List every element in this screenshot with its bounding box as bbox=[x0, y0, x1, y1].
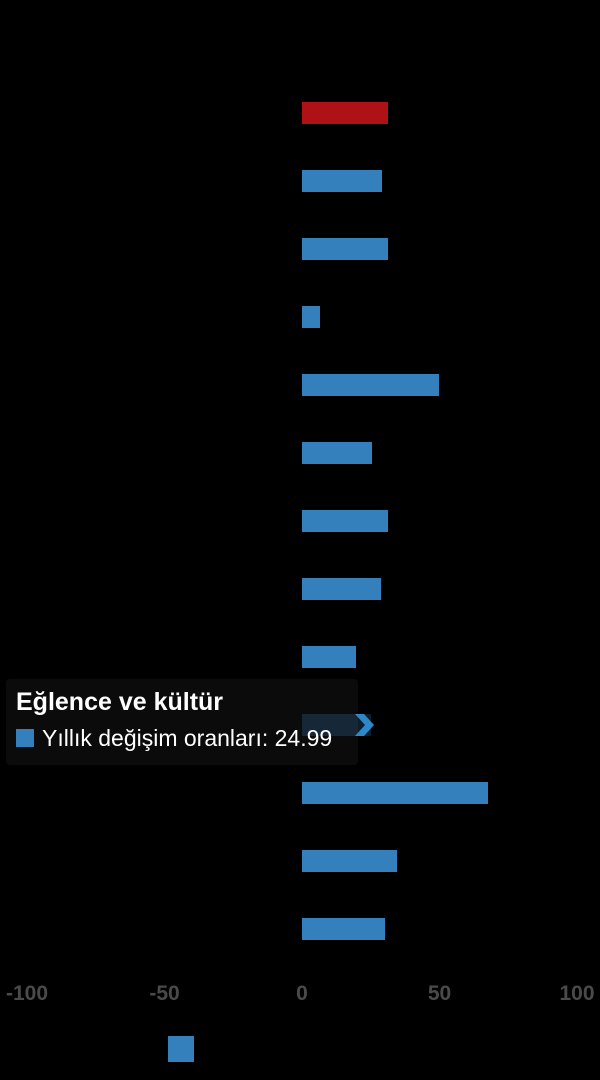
bar[interactable] bbox=[302, 510, 389, 532]
bar[interactable] bbox=[302, 646, 356, 668]
x-axis-tick-label: 100 bbox=[559, 982, 595, 1005]
x-axis-tick-label: 50 bbox=[427, 982, 452, 1005]
tooltip-text: Yıllık değişim oranları: 24.99 bbox=[42, 725, 333, 751]
tooltip: Eğlence ve kültür Yıllık değişim oranlar… bbox=[6, 679, 358, 765]
bar-highlighted[interactable] bbox=[302, 714, 374, 736]
bar[interactable] bbox=[302, 578, 381, 600]
bar[interactable] bbox=[302, 306, 320, 328]
bar[interactable] bbox=[302, 238, 389, 260]
bar[interactable] bbox=[302, 102, 389, 124]
tooltip-title: Eğlence ve kültür bbox=[16, 688, 224, 716]
bar[interactable] bbox=[302, 170, 383, 192]
hover-arrow-icon bbox=[354, 714, 374, 736]
x-axis-tick-label: 0 bbox=[296, 982, 308, 1005]
bar[interactable] bbox=[302, 374, 439, 396]
bar[interactable] bbox=[302, 442, 373, 464]
tooltip-series-row: Yıllık değişim oranları: 24.99 bbox=[16, 726, 358, 750]
bar[interactable] bbox=[302, 850, 397, 872]
x-axis-tick-label: -100 bbox=[5, 982, 49, 1005]
series-swatch-icon bbox=[16, 729, 34, 747]
bar[interactable] bbox=[302, 782, 488, 804]
bar[interactable] bbox=[302, 918, 386, 940]
legend-marker[interactable] bbox=[168, 1036, 194, 1062]
x-axis-tick-label: -50 bbox=[149, 982, 180, 1005]
